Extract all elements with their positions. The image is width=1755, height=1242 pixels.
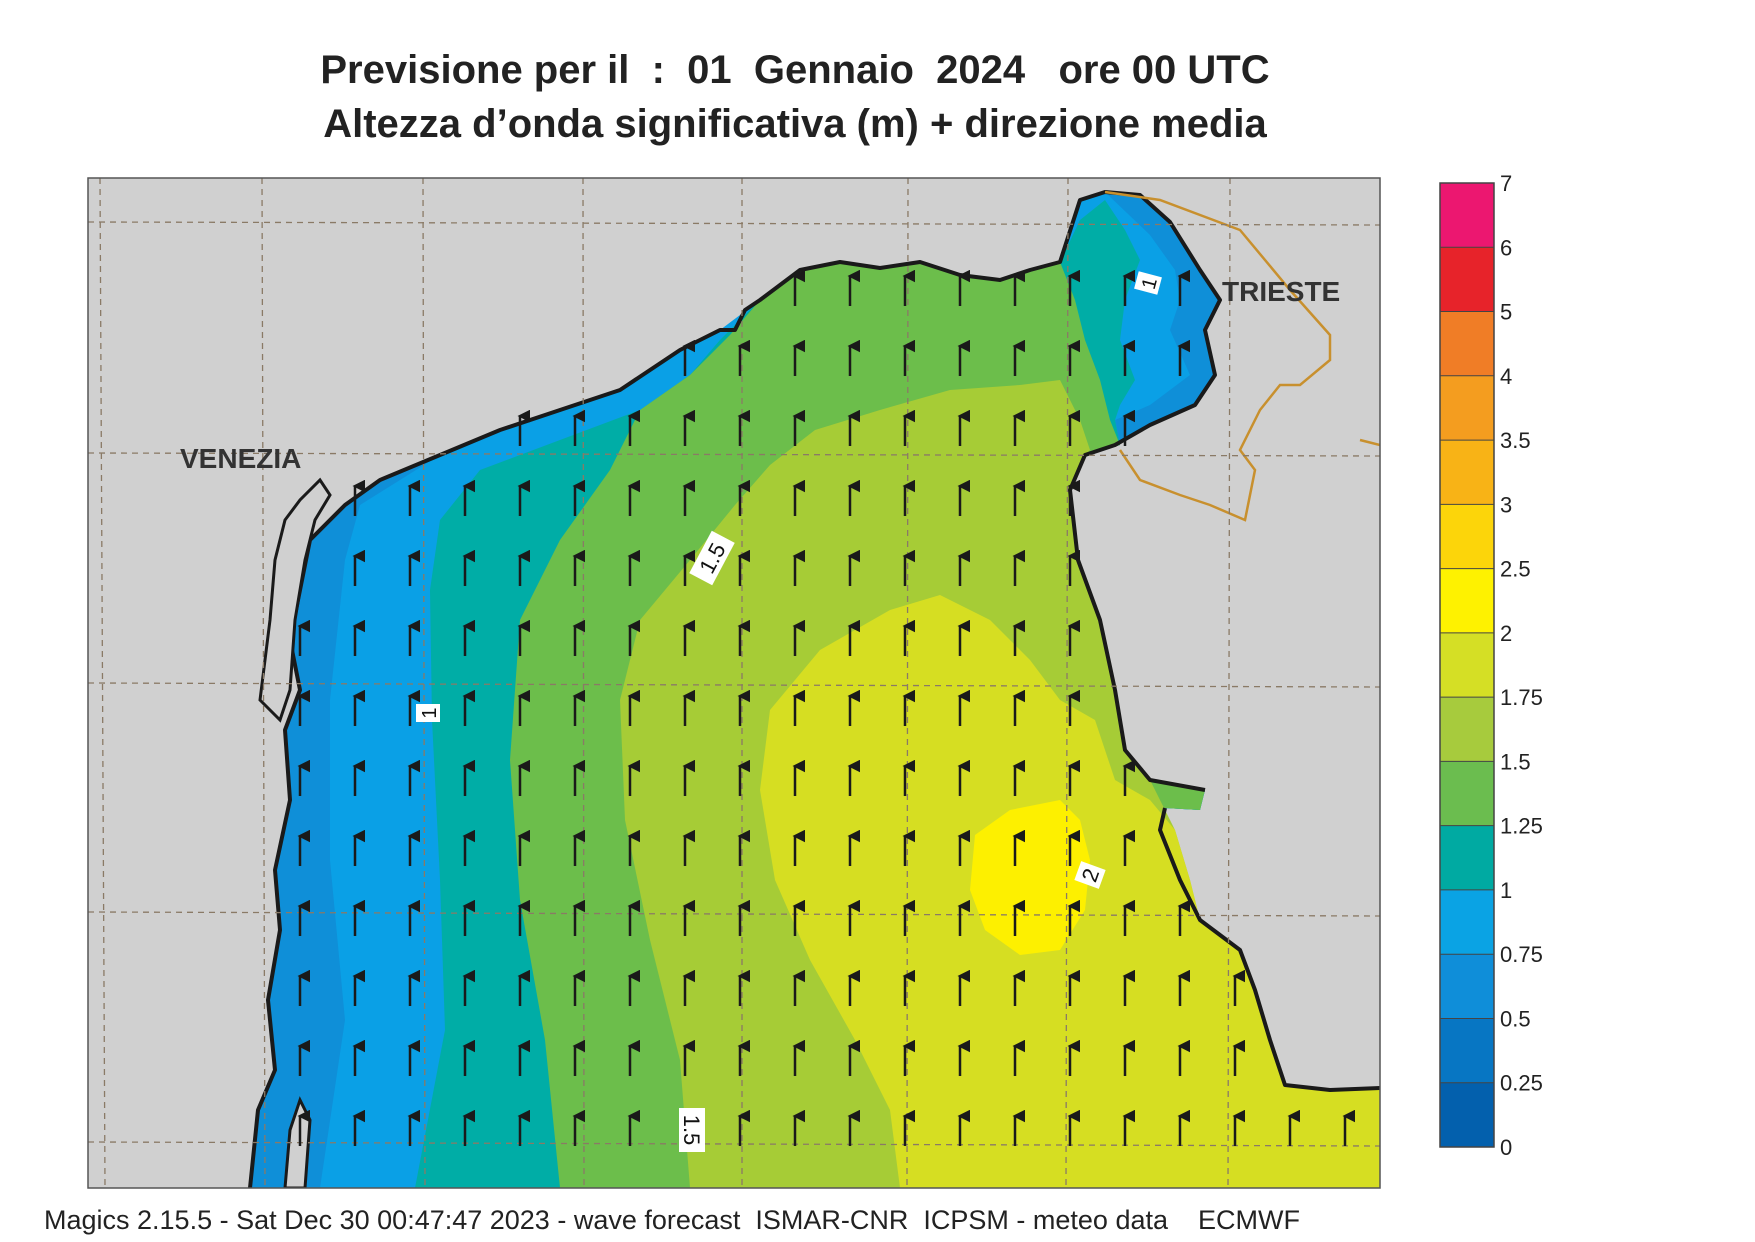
colorbar-swatch bbox=[1440, 247, 1494, 313]
contour-label-1-ne: 1 bbox=[1134, 271, 1162, 295]
colorbar-swatch bbox=[1440, 440, 1494, 505]
colorbar-label: 3.5 bbox=[1500, 428, 1531, 453]
colorbar-label: 5 bbox=[1500, 300, 1512, 325]
colorbar-swatch bbox=[1440, 311, 1494, 377]
city-label-venezia: VENEZIA bbox=[180, 443, 301, 474]
colorbar-swatch bbox=[1440, 889, 1494, 955]
contour-label-2: 2 bbox=[1074, 861, 1106, 889]
coastline bbox=[248, 190, 1222, 1188]
colorbar-label: 6 bbox=[1500, 235, 1512, 260]
colorbar-label: 7 bbox=[1500, 171, 1512, 196]
contour-text: 1 bbox=[1138, 275, 1162, 291]
lagoon-islands bbox=[258, 477, 332, 723]
colorbar-labels: 7 6 5 4 3.5 3 2.5 2 1.75 1.5 1.25 1 0.75 0.5 0.25 0 bbox=[1500, 171, 1543, 1160]
contour-label-1-w: 1 bbox=[416, 704, 441, 722]
colorbar-swatch bbox=[1440, 504, 1494, 570]
colorbar-label: 2 bbox=[1500, 621, 1512, 646]
colorbar-swatch bbox=[1440, 183, 1494, 248]
colorbar-label: 0 bbox=[1500, 1135, 1512, 1160]
colorbar-swatch bbox=[1440, 632, 1494, 698]
colorbar bbox=[1440, 182, 1494, 1148]
colorbar-swatch bbox=[1440, 375, 1494, 441]
colorbar-label: 1.5 bbox=[1500, 749, 1531, 774]
contour-text: 1.5 bbox=[679, 1115, 704, 1146]
country-border-2 bbox=[1359, 438, 1380, 447]
title-line-1: Previsione per il : 01 Gennaio 2024 ore … bbox=[320, 48, 1270, 92]
colorbar-label: 0.25 bbox=[1500, 1071, 1543, 1096]
contour-text: 1 bbox=[419, 707, 441, 718]
colorbar-swatch bbox=[1440, 954, 1494, 1019]
colorbar-frame bbox=[1439, 182, 1495, 1148]
colorbar-label: 3 bbox=[1500, 492, 1512, 517]
city-label-trieste: TRIESTE bbox=[1222, 276, 1340, 307]
colorbar-label: 0.5 bbox=[1500, 1006, 1531, 1031]
country-border bbox=[1104, 190, 1332, 522]
title-line-2: Altezza d’onda significativa (m) + direz… bbox=[323, 102, 1267, 146]
colorbar-label: 2.5 bbox=[1500, 557, 1531, 582]
band-2-2.5 bbox=[970, 800, 1090, 955]
colorbar-swatch bbox=[1440, 697, 1494, 762]
colorbar-swatch bbox=[1440, 825, 1494, 891]
colorbar-swatch bbox=[1440, 761, 1494, 827]
map-content: 1 1 1.5 2 1.5 VENEZIA TRIESTE bbox=[88, 178, 1380, 1188]
colorbar-label: 0.75 bbox=[1500, 942, 1543, 967]
colorbar-label: 4 bbox=[1500, 364, 1512, 389]
colorbar-swatch bbox=[1440, 1082, 1494, 1148]
colorbar-swatch bbox=[1440, 568, 1494, 634]
coastline-south bbox=[1158, 807, 1380, 1092]
colorbar-label: 1 bbox=[1500, 878, 1512, 903]
contour-label-1.5-s: 1.5 bbox=[679, 1108, 705, 1152]
footer-credits: Magics 2.15.5 - Sat Dec 30 00:47:47 2023… bbox=[44, 1205, 1300, 1235]
direction-arrows bbox=[297, 269, 1355, 1146]
colorbar-swatch bbox=[1440, 1018, 1494, 1084]
colorbar-label: 1.75 bbox=[1500, 685, 1543, 710]
map-frame bbox=[87, 177, 1381, 1189]
colorbar-label: 1.25 bbox=[1500, 814, 1543, 839]
